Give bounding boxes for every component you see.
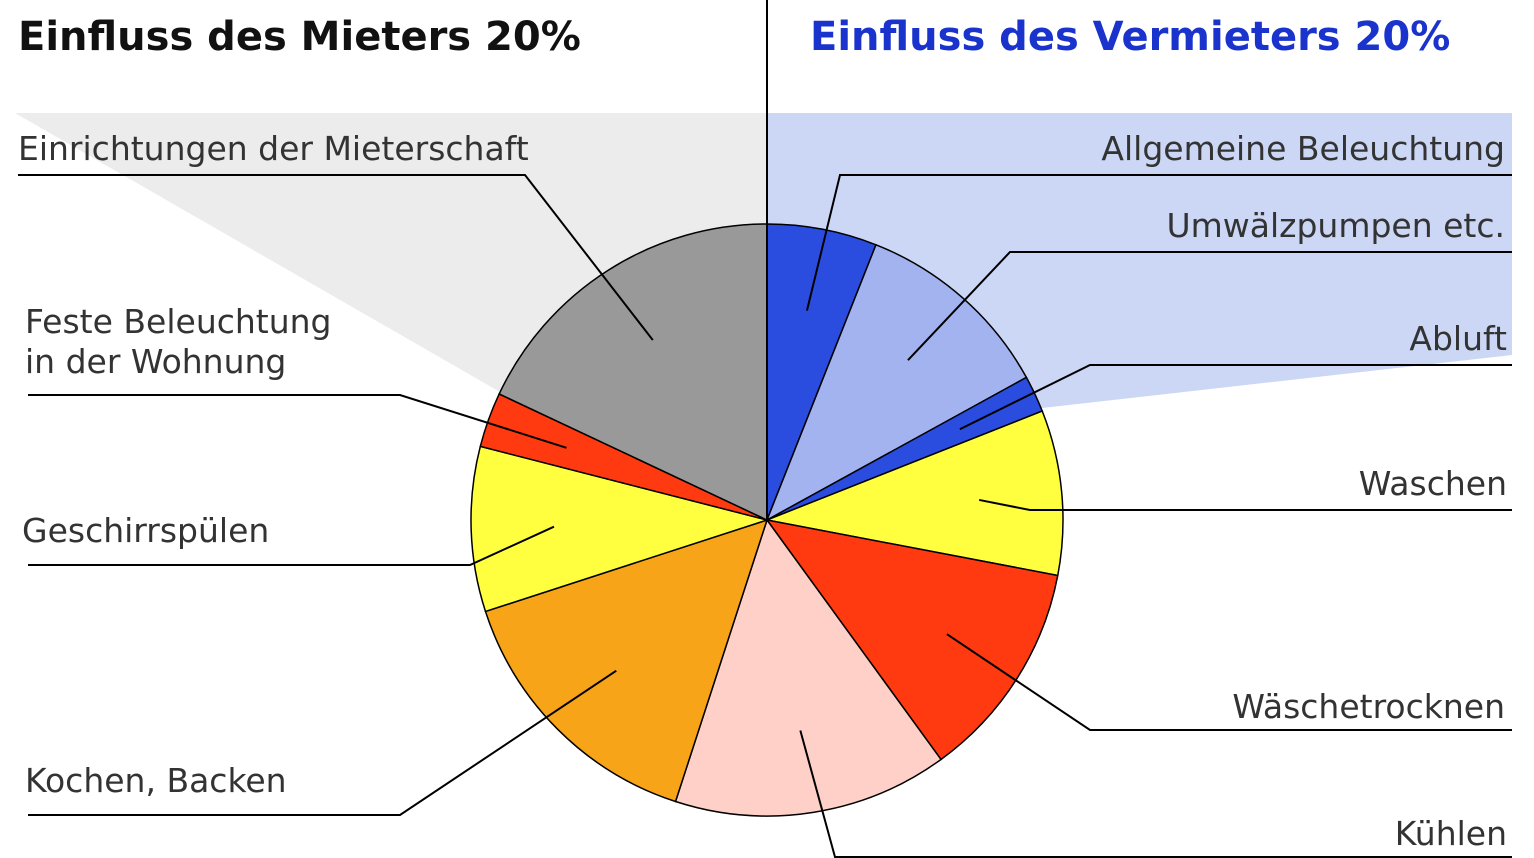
leader-line (28, 394, 567, 449)
leader-line (946, 633, 1512, 731)
slice-label: Feste Beleuchtung in der Wohnung (25, 302, 332, 381)
leader-line (28, 669, 617, 816)
tenant-heading: Einfluss des Mieters 20% (18, 14, 581, 60)
pie-slice (470, 445, 770, 613)
slice-label: Wäschetrocknen (1232, 687, 1505, 726)
pie-slice (765, 243, 1028, 522)
leader-line (959, 364, 1512, 431)
pie-slice (765, 518, 1059, 761)
leader-line (28, 525, 555, 566)
leader-line (907, 251, 1512, 361)
pie-slice (484, 518, 769, 803)
slice-label: Geschirrspülen (22, 511, 269, 550)
leader-line (978, 498, 1512, 511)
pie (470, 223, 1064, 817)
slice-label: Waschen (1359, 464, 1507, 503)
slice-label: Allgemeine Beleuchtung (1101, 129, 1505, 168)
pie-slice (498, 223, 768, 522)
slice-label: Umwälzpumpen etc. (1166, 206, 1505, 245)
leader-line (805, 174, 1512, 311)
slice-label: Einrichtungen der Mieterschaft (18, 129, 529, 168)
leader-line (799, 730, 1512, 858)
slice-label: Kühlen (1395, 814, 1507, 853)
landlord-heading: Einfluss des Vermieters 20% (810, 14, 1450, 60)
pie-slice (674, 518, 943, 817)
slice-label: Abluft (1409, 319, 1507, 358)
leader-line (18, 174, 654, 341)
slice-label: Kochen, Backen (25, 761, 287, 800)
pie-slice (764, 410, 1064, 577)
